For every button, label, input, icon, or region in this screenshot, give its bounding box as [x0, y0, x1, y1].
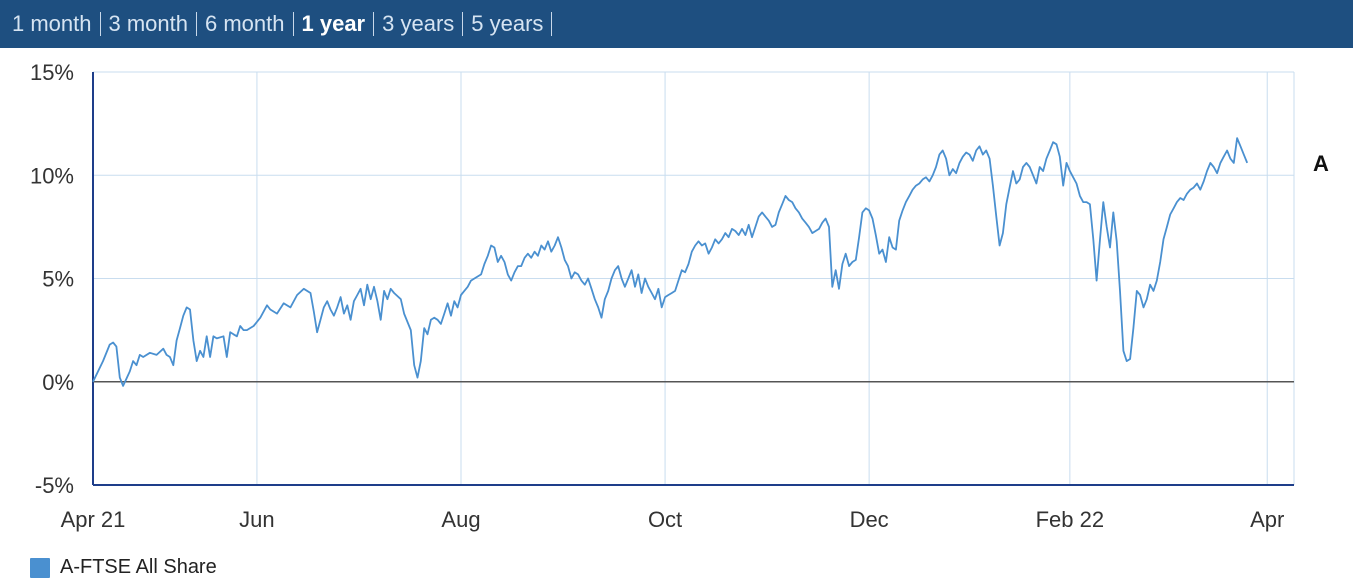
- tab-6-month[interactable]: 6 month: [205, 11, 285, 36]
- x-tick-label: Oct: [648, 507, 682, 532]
- tab-separator: [292, 12, 294, 36]
- x-tick-label: Aug: [441, 507, 480, 532]
- tab-1-month[interactable]: 1 month: [12, 11, 92, 36]
- series-end-label: A: [1313, 151, 1329, 176]
- x-tick-label: Feb 22: [1036, 507, 1105, 532]
- tab-5-years[interactable]: 5 years: [471, 11, 544, 36]
- series-line: [92, 137, 1249, 387]
- range-tabs: 1 month 3 month 6 month 1 year 3 years 5 year…: [6, 10, 553, 38]
- y-tick-label: -5%: [35, 473, 74, 498]
- legend-label: A-FTSE All Share: [60, 556, 217, 578]
- x-tick-label: Apr: [1250, 507, 1284, 532]
- range-toolbar: 1 month 3 month 6 month 1 year 3 years 5 year…: [0, 0, 1353, 48]
- x-tick-label: Jun: [239, 507, 274, 532]
- tab-1-year[interactable]: 1 year: [301, 11, 366, 36]
- y-tick-label: 5%: [42, 267, 74, 292]
- tab-separator: [99, 12, 101, 36]
- y-tick-label: 15%: [30, 60, 74, 85]
- legend-swatch: [30, 557, 50, 578]
- x-tick-label: Apr 21: [61, 507, 126, 532]
- legend: A-FTSE All Share: [30, 556, 217, 579]
- y-tick-label: 10%: [30, 163, 74, 188]
- tab-3-years[interactable]: 3 years: [382, 11, 455, 36]
- x-tick-label: Dec: [850, 507, 889, 532]
- tab-separator: [551, 12, 553, 36]
- tab-separator: [373, 12, 375, 36]
- tab-separator: [462, 12, 464, 36]
- y-tick-label: 0%: [42, 370, 74, 395]
- tab-3-month[interactable]: 3 month: [108, 11, 189, 36]
- line-chart: -5% 0% 5% 10% 15% Apr 21 Jun Aug Oct Dec Feb 22 Apr…: [30, 60, 1329, 532]
- tab-separator: [196, 12, 197, 36]
